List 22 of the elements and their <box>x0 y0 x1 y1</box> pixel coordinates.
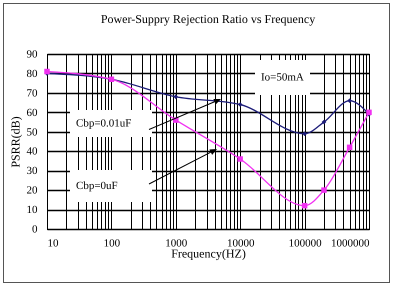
x-axis-title: Frequency(HZ) <box>171 246 246 260</box>
y-tick-label: 10 <box>26 204 38 216</box>
annotation: Io=50mA <box>261 72 304 84</box>
y-tick-label: 20 <box>26 184 38 197</box>
x-tick-label: 100000 <box>288 238 322 250</box>
x-tick-label: 1000000 <box>331 238 370 250</box>
y-tick-label: 90 <box>26 48 38 60</box>
y-tick-label: 0 <box>32 224 38 236</box>
y-axis-title: PSRR(dB) <box>8 116 22 168</box>
annotation: Cbp=0uF <box>76 180 118 192</box>
y-tick-label: 40 <box>26 146 38 158</box>
y-tick-label: 70 <box>26 87 38 100</box>
y-tick-label: 30 <box>26 165 38 178</box>
x-tick-label: 10 <box>48 238 59 250</box>
x-tick-label: 10000 <box>226 238 255 250</box>
y-tick-label: 50 <box>26 126 38 138</box>
chart-title: Power-Suppry Rejection Ratio vs Frequency <box>100 12 316 26</box>
y-tick-label: 60 <box>26 106 38 119</box>
y-tick-label: 80 <box>26 68 38 80</box>
x-tick-label: 1000 <box>165 238 188 250</box>
x-tick-label: 100 <box>104 238 121 250</box>
annotation: Cbp=0.01uF <box>76 118 132 130</box>
